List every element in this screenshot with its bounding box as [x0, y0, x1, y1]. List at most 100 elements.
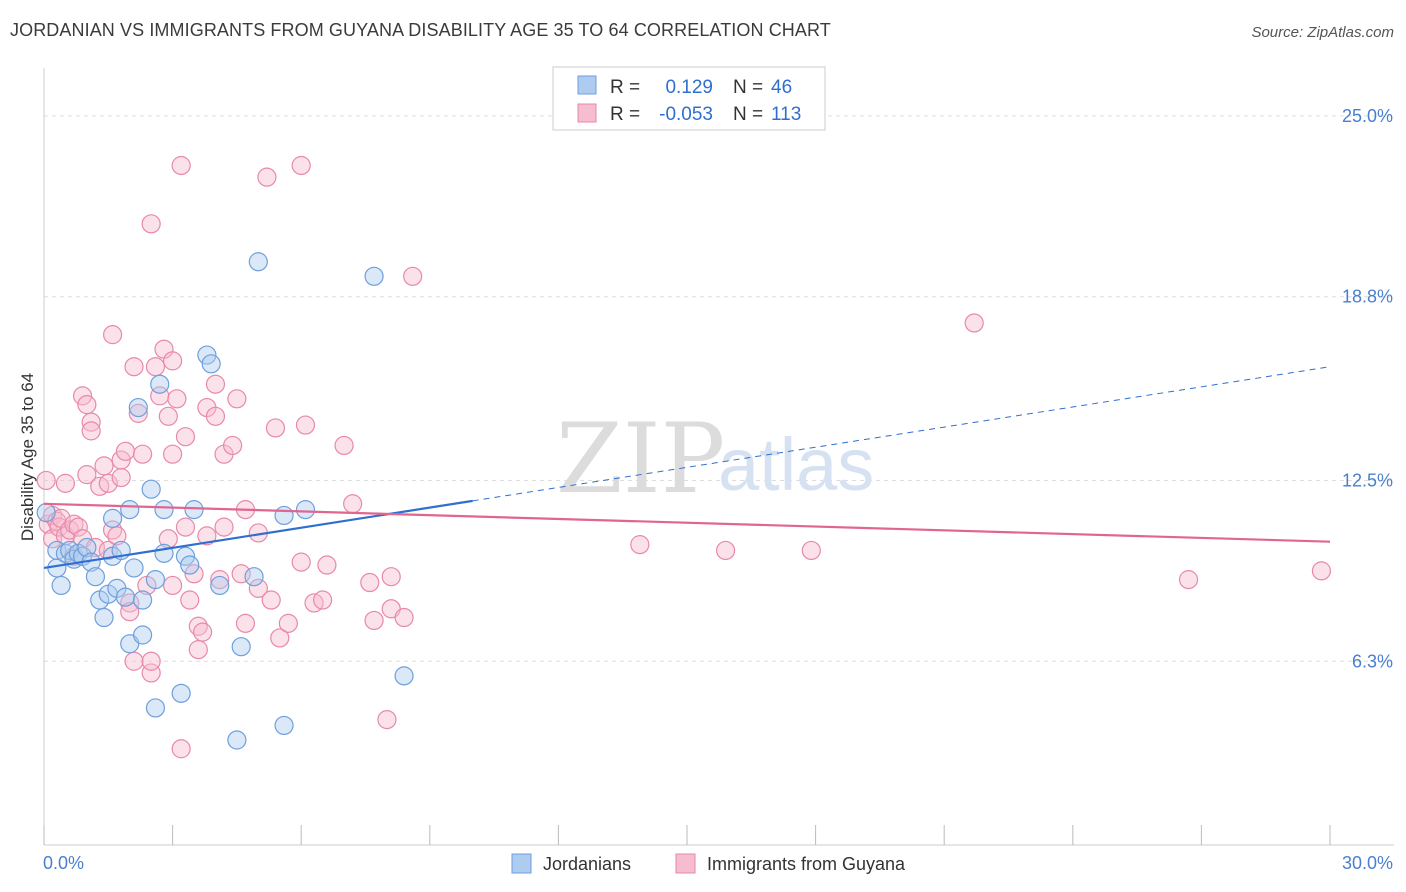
chart-title: JORDANIAN VS IMMIGRANTS FROM GUYANA DISA…: [10, 20, 831, 40]
point-guyana: [964, 313, 984, 333]
point-jordanians: [36, 502, 56, 523]
point-jordanians: [274, 715, 294, 736]
bottom-legend-swatch-jordanians: [511, 853, 532, 874]
point-jordanians: [85, 567, 106, 587]
point-guyana: [141, 651, 161, 671]
point-guyana: [394, 607, 414, 628]
legend-r-label-1: R =: [610, 77, 640, 98]
series-legend: Jordanians Immigrants from Guyana: [511, 853, 906, 874]
point-guyana: [227, 389, 247, 409]
point-jordanians: [295, 500, 316, 520]
point-guyana: [801, 540, 821, 561]
legend-swatch-blue: [577, 75, 597, 95]
point-guyana: [36, 470, 56, 491]
correlation-legend: R = 0.129 N = 46 R = -0.053 N = 113: [552, 66, 826, 131]
point-jordanians: [150, 374, 170, 394]
point-jordanians: [394, 666, 414, 686]
point-guyana: [381, 567, 401, 587]
point-guyana: [334, 435, 354, 456]
trend-line-jordanians-extension: [472, 366, 1331, 502]
point-jordanians: [141, 479, 161, 499]
point-guyana: [124, 357, 144, 377]
y-tick-label: 25.0%: [1342, 106, 1393, 126]
bottom-legend-label-jordanians: Jordanians: [543, 854, 631, 874]
point-guyana: [715, 540, 736, 561]
point-guyana: [175, 517, 196, 537]
trend-lines: [43, 366, 1331, 570]
point-jordanians: [128, 397, 148, 418]
y-tick-label: 18.8%: [1342, 287, 1393, 307]
point-guyana: [94, 456, 114, 476]
point-guyana: [184, 564, 204, 584]
point-guyana: [171, 739, 191, 759]
point-guyana: [128, 403, 148, 423]
point-guyana: [377, 709, 397, 730]
point-jordanians: [364, 266, 384, 286]
point-jordanians: [244, 567, 264, 587]
point-jordanians: [102, 508, 123, 528]
point-jordanians: [154, 500, 174, 520]
point-guyana: [630, 535, 650, 555]
trend-line-guyana: [43, 502, 1331, 543]
point-jordanians: [274, 505, 294, 526]
point-jordanians: [132, 625, 153, 645]
point-guyana: [55, 473, 76, 493]
point-guyana: [115, 441, 136, 461]
point-guyana: [210, 570, 230, 590]
point-guyana: [72, 386, 93, 406]
point-jordanians: [132, 590, 153, 610]
point-guyana: [317, 555, 337, 575]
point-guyana: [145, 357, 166, 377]
point-jordanians: [77, 537, 97, 558]
point-guyana: [81, 421, 101, 441]
point-jordanians: [184, 500, 204, 520]
point-guyana: [291, 155, 311, 176]
legend-r-value-2: -0.053: [659, 104, 713, 125]
point-guyana: [205, 406, 226, 426]
point-jordanians: [248, 252, 268, 272]
source-note: Source: ZipAtlas.com: [1251, 24, 1394, 41]
trend-line-jordanians: [43, 499, 473, 570]
y-tick-labels: 6.3% 12.5% 18.8% 25.0%: [1342, 106, 1393, 671]
legend-n-label-1: N =: [733, 77, 763, 98]
watermark: ZIP atlas: [556, 403, 874, 515]
y-axis-label: Disability Age 35 to 64: [18, 373, 37, 541]
point-guyana: [102, 325, 123, 345]
point-guyana: [163, 575, 183, 596]
point-guyana: [132, 444, 153, 464]
point-guyana: [265, 418, 286, 438]
point-jordanians: [171, 683, 191, 703]
point-guyana: [167, 389, 187, 409]
point-jordanians: [51, 575, 71, 596]
point-guyana: [175, 427, 196, 447]
point-guyana: [278, 613, 298, 633]
point-guyana: [111, 467, 131, 488]
point-jordanians: [175, 546, 196, 566]
point-guyana: [214, 517, 234, 537]
bottom-legend-label-guyana: Immigrants from Guyana: [707, 854, 906, 874]
point-guyana: [364, 610, 384, 631]
data-points: [36, 155, 1332, 759]
point-jordanians: [201, 354, 221, 374]
point-jordanians: [145, 698, 166, 718]
legend-swatch-pink: [577, 103, 597, 123]
bottom-legend-swatch-guyana: [675, 853, 696, 874]
point-jordanians: [145, 570, 166, 590]
point-guyana: [141, 214, 161, 234]
point-guyana: [403, 266, 423, 286]
point-jordanians: [227, 730, 247, 750]
point-guyana: [295, 415, 316, 435]
point-guyana: [261, 590, 281, 610]
legend-n-value-1: 46: [771, 77, 792, 98]
legend-r-label-2: R =: [610, 104, 640, 125]
point-jordanians: [124, 558, 144, 578]
point-guyana: [1311, 561, 1332, 581]
point-guyana: [180, 590, 200, 610]
point-guyana: [77, 395, 97, 415]
point-guyana: [111, 450, 131, 470]
point-guyana: [197, 526, 217, 546]
y-tick-label: 6.3%: [1352, 651, 1393, 671]
x-tick-label-min: 0.0%: [43, 853, 84, 873]
point-guyana: [1178, 570, 1199, 590]
